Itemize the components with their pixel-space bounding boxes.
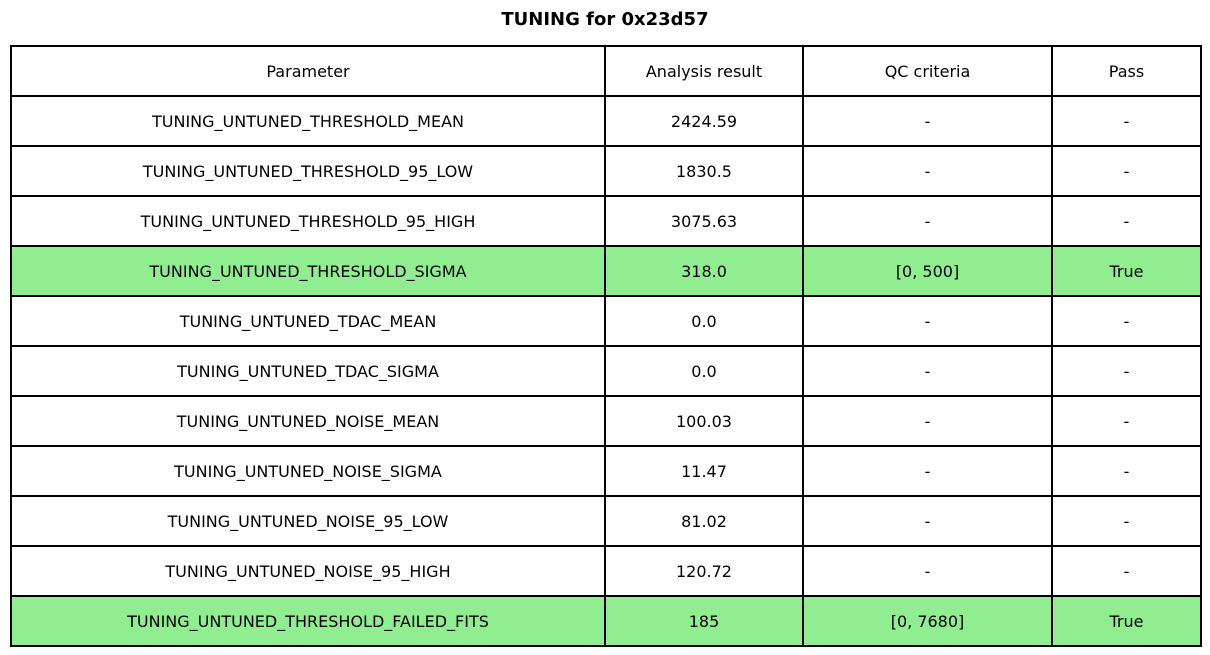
cell-qc-criteria: - (802, 145, 1053, 197)
qc-results-table: Parameter Analysis result QC criteria Pa… (10, 45, 1202, 647)
cell-analysis-result: 185 (604, 595, 804, 647)
table-row: TUNING_UNTUNED_THRESHOLD_FAILED_FITS 185[… (10, 595, 1202, 647)
cell-parameter: TUNING_UNTUNED_THRESHOLD_95_LOW (10, 145, 606, 197)
column-header-analysis-result: Analysis result (604, 45, 804, 97)
cell-parameter: TUNING_UNTUNED_NOISE_SIGMA (10, 445, 606, 497)
table-row: TUNING_UNTUNED_TDAC_SIGMA 0.0- - (10, 345, 1202, 397)
page-title: TUNING for 0x23d57 (501, 9, 709, 30)
table-body: TUNING_UNTUNED_THRESHOLD_MEAN 2424.59- - TU… (10, 95, 1202, 647)
table-row: TUNING_UNTUNED_THRESHOLD_95_LOW 1830.5- - (10, 145, 1202, 197)
cell-pass: - (1051, 95, 1202, 147)
table-row: TUNING_UNTUNED_THRESHOLD_95_HIGH 3075.63-… (10, 195, 1202, 247)
cell-qc-criteria: - (802, 545, 1053, 597)
cell-parameter: TUNING_UNTUNED_THRESHOLD_95_HIGH (10, 195, 606, 247)
cell-qc-criteria: - (802, 95, 1053, 147)
cell-analysis-result: 2424.59 (604, 95, 804, 147)
cell-pass: - (1051, 445, 1202, 497)
cell-analysis-result: 120.72 (604, 545, 804, 597)
cell-qc-criteria: - (802, 395, 1053, 447)
cell-qc-criteria: - (802, 495, 1053, 547)
cell-pass: True (1051, 245, 1202, 297)
table-row: TUNING_UNTUNED_NOISE_MEAN 100.03- - (10, 395, 1202, 447)
cell-parameter: TUNING_UNTUNED_NOISE_95_HIGH (10, 545, 606, 597)
header-row: Parameter Analysis result QC criteria Pa… (10, 45, 1202, 97)
cell-analysis-result: 11.47 (604, 445, 804, 497)
table-row: TUNING_UNTUNED_NOISE_SIGMA 11.47- - (10, 445, 1202, 497)
column-header-pass: Pass (1051, 45, 1202, 97)
cell-parameter: TUNING_UNTUNED_NOISE_95_LOW (10, 495, 606, 547)
cell-pass: - (1051, 195, 1202, 247)
cell-analysis-result: 3075.63 (604, 195, 804, 247)
cell-qc-criteria: - (802, 195, 1053, 247)
table-row: TUNING_UNTUNED_THRESHOLD_SIGMA 318.0 [0, 5… (10, 245, 1202, 297)
cell-qc-criteria: [0, 500] (802, 245, 1053, 297)
column-header-parameter: Parameter (10, 45, 606, 97)
cell-analysis-result: 81.02 (604, 495, 804, 547)
table-row: TUNING_UNTUNED_NOISE_95_LOW 81.02- - (10, 495, 1202, 547)
cell-qc-criteria: - (802, 295, 1053, 347)
table-header: Parameter Analysis result QC criteria Pa… (10, 45, 1202, 97)
column-header-qc-criteria: QC criteria (802, 45, 1053, 97)
cell-pass: - (1051, 395, 1202, 447)
cell-analysis-result: 0.0 (604, 345, 804, 397)
cell-analysis-result: 1830.5 (604, 145, 804, 197)
cell-parameter: TUNING_UNTUNED_NOISE_MEAN (10, 395, 606, 447)
table-row: TUNING_UNTUNED_THRESHOLD_MEAN 2424.59- - (10, 95, 1202, 147)
cell-pass: - (1051, 545, 1202, 597)
cell-parameter: TUNING_UNTUNED_THRESHOLD_MEAN (10, 95, 606, 147)
cell-pass: - (1051, 495, 1202, 547)
cell-pass: - (1051, 345, 1202, 397)
cell-qc-criteria: [0, 7680] (802, 595, 1053, 647)
cell-parameter: TUNING_UNTUNED_TDAC_SIGMA (10, 345, 606, 397)
cell-parameter: TUNING_UNTUNED_THRESHOLD_SIGMA (10, 245, 606, 297)
table-row: TUNING_UNTUNED_TDAC_MEAN 0.0- - (10, 295, 1202, 347)
cell-analysis-result: 0.0 (604, 295, 804, 347)
cell-qc-criteria: - (802, 345, 1053, 397)
cell-pass: - (1051, 145, 1202, 197)
cell-parameter: TUNING_UNTUNED_TDAC_MEAN (10, 295, 606, 347)
cell-pass: True (1051, 595, 1202, 647)
cell-analysis-result: 100.03 (604, 395, 804, 447)
cell-analysis-result: 318.0 (604, 245, 804, 297)
cell-parameter: TUNING_UNTUNED_THRESHOLD_FAILED_FITS (10, 595, 606, 647)
cell-qc-criteria: - (802, 445, 1053, 497)
table-row: TUNING_UNTUNED_NOISE_95_HIGH 120.72- - (10, 545, 1202, 597)
cell-pass: - (1051, 295, 1202, 347)
